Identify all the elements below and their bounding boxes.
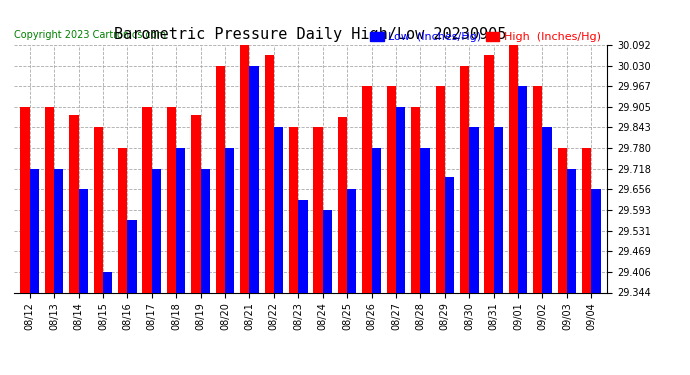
Bar [191, 115, 201, 292]
Bar [79, 189, 88, 292]
Bar [484, 55, 493, 292]
Bar [323, 210, 332, 292]
Bar [445, 177, 454, 292]
Bar [533, 86, 542, 292]
Text: Copyright 2023 Cartronics.com: Copyright 2023 Cartronics.com [14, 30, 166, 40]
Bar [386, 86, 396, 292]
Bar [591, 189, 600, 292]
Bar [128, 220, 137, 292]
Bar [21, 107, 30, 292]
Bar [396, 107, 405, 292]
Bar [118, 148, 128, 292]
Bar [176, 148, 186, 292]
Bar [460, 66, 469, 292]
Bar [338, 117, 347, 292]
Bar [435, 86, 445, 292]
Bar [371, 148, 381, 292]
Bar [558, 148, 567, 292]
Bar [362, 86, 371, 292]
Bar [313, 128, 323, 292]
Bar [582, 148, 591, 292]
Bar [143, 107, 152, 292]
Title: Barometric Pressure Daily High/Low 20230905: Barometric Pressure Daily High/Low 20230… [115, 27, 506, 42]
Bar [264, 55, 274, 292]
Bar [289, 128, 298, 292]
Bar [103, 272, 112, 292]
Bar [216, 66, 225, 292]
Bar [45, 107, 54, 292]
Bar [54, 169, 63, 292]
Bar [493, 128, 503, 292]
Bar [509, 45, 518, 292]
Bar [567, 169, 576, 292]
Bar [420, 148, 430, 292]
Bar [411, 107, 420, 292]
Bar [240, 45, 250, 292]
Bar [469, 128, 478, 292]
Bar [152, 169, 161, 292]
Bar [542, 128, 552, 292]
Bar [225, 148, 235, 292]
Bar [201, 169, 210, 292]
Bar [518, 86, 527, 292]
Bar [347, 189, 357, 292]
Bar [167, 107, 176, 292]
Bar [30, 169, 39, 292]
Bar [94, 128, 103, 292]
Bar [298, 200, 308, 292]
Legend: Low  (Inches/Hg), High  (Inches/Hg): Low (Inches/Hg), High (Inches/Hg) [369, 31, 602, 44]
Bar [274, 128, 283, 292]
Bar [250, 66, 259, 292]
Bar [69, 115, 79, 292]
